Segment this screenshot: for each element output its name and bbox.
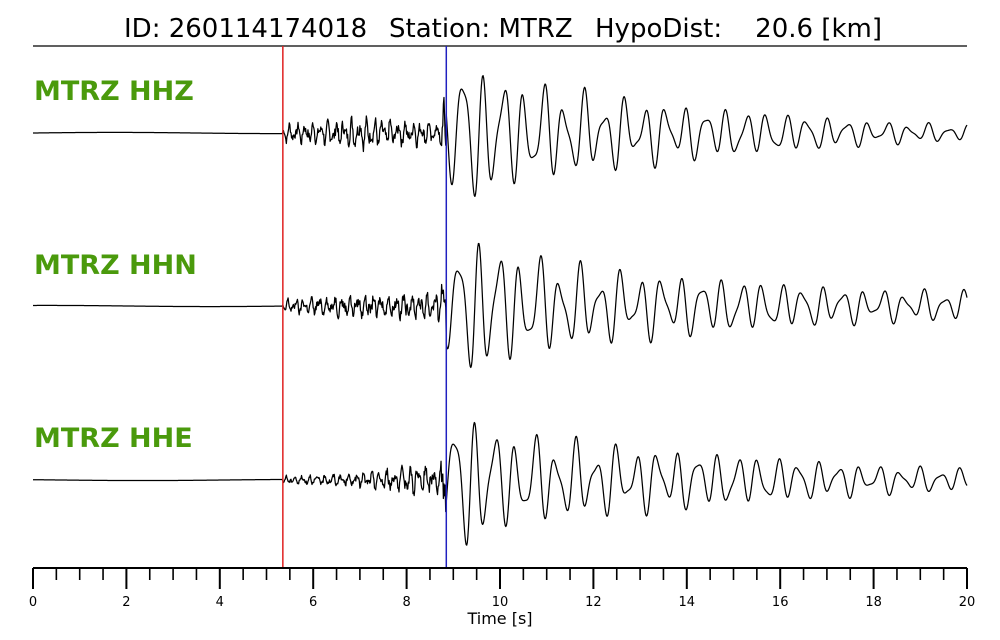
x-tick-label: 2 <box>122 595 130 610</box>
x-tick-label: 18 <box>865 595 882 610</box>
x-tick-label: 14 <box>679 595 696 610</box>
channel-label-hhn: MTRZ HHN <box>34 250 197 281</box>
x-tick-label: 10 <box>492 595 509 610</box>
channel-label-hhe: MTRZ HHE <box>34 423 193 454</box>
title-event-id: ID: 260114174018 <box>124 14 367 44</box>
waveform-hhe <box>32 421 968 546</box>
x-tick-label: 0 <box>29 595 37 610</box>
x-tick-label: 20 <box>959 595 976 610</box>
channel-label-hhz: MTRZ HHZ <box>34 76 194 107</box>
title-hypodist: HypoDist: 20.6 [km] <box>595 14 882 44</box>
x-tick-label: 6 <box>309 595 317 610</box>
time-axis: 0 2 4 6 8 10 12 14 16 18 20 <box>29 567 976 610</box>
x-tick-label: 4 <box>216 595 224 610</box>
waveform-hhz <box>32 74 968 198</box>
waveform-traces <box>32 74 968 546</box>
waveform-hhn <box>32 242 968 369</box>
x-tick-label: 8 <box>402 595 410 610</box>
title-station: Station: MTRZ <box>389 14 573 44</box>
x-axis-title: Time [s] <box>466 609 532 628</box>
x-tick-label: 12 <box>585 595 602 610</box>
x-tick-label: 16 <box>772 595 789 610</box>
